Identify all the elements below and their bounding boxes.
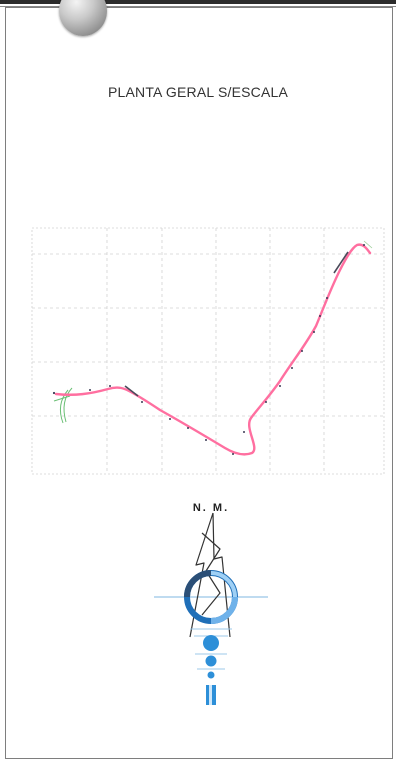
drawing-sheet xyxy=(5,7,393,759)
north-arrow-beads xyxy=(190,628,232,705)
north-compass-ring xyxy=(184,570,238,624)
drawing-title: PLANTA GERAL S/ESCALA xyxy=(107,84,289,100)
route-markers xyxy=(124,251,349,397)
north-label: N. M. xyxy=(193,502,229,514)
station-points xyxy=(52,244,365,455)
plan-grid xyxy=(31,227,385,475)
start-symbol xyxy=(53,387,73,424)
end-symbol xyxy=(363,240,373,249)
north-arrow: N. M. xyxy=(154,502,268,705)
top-border-rule-inner xyxy=(0,6,396,7)
route-line xyxy=(54,243,372,456)
site-plan xyxy=(31,227,385,475)
top-border-rule xyxy=(0,0,396,4)
